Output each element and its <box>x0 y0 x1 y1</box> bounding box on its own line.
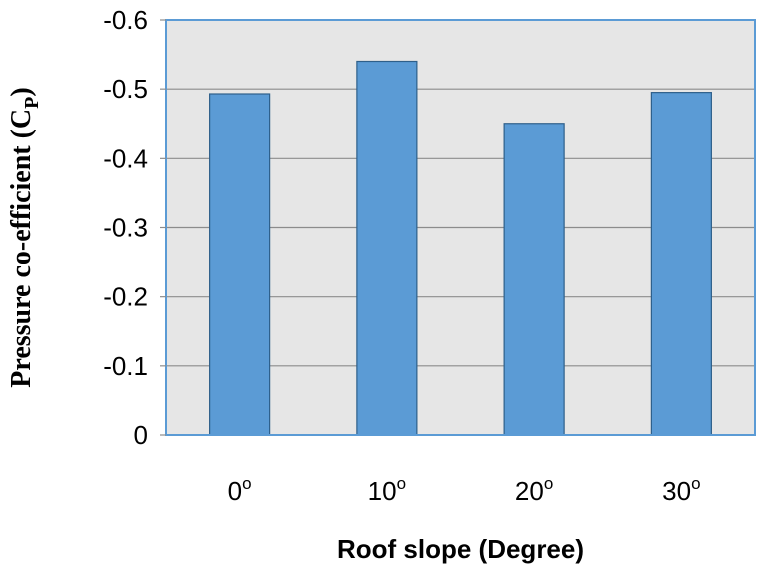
y-axis-ticks: -0.6 -0.5 -0.4 -0.3 -0.2 -0.1 0 <box>103 5 166 450</box>
y-tick-label: -0.2 <box>103 282 148 312</box>
y-axis-label-end: ) <box>6 87 37 96</box>
bar <box>356 60 418 436</box>
x-axis-label: Roof slope (Degree) <box>337 534 584 564</box>
y-tick-label: -0.4 <box>103 143 148 173</box>
bar <box>209 93 271 436</box>
y-axis-label-main: Pressure co-efficient (C <box>6 109 37 388</box>
x-tick-label: 30o <box>662 474 700 506</box>
bars <box>209 60 712 436</box>
y-tick-label: -0.6 <box>103 5 148 35</box>
x-tick-label: 10o <box>368 474 406 506</box>
y-tick-label: -0.1 <box>103 351 148 381</box>
y-tick-label: -0.3 <box>103 213 148 243</box>
bar <box>650 92 712 436</box>
y-axis-label: Pressure co-efficient (CP) <box>6 87 43 387</box>
x-tick-label: 0o <box>228 474 252 506</box>
x-axis-ticks: 0o 10o 20o 30o <box>228 474 701 506</box>
y-tick-label: 0 <box>134 420 148 450</box>
y-axis-label-subscript: P <box>21 97 43 109</box>
x-tick-label: 20o <box>515 474 553 506</box>
bar <box>503 123 565 436</box>
y-tick-label: -0.5 <box>103 74 148 104</box>
